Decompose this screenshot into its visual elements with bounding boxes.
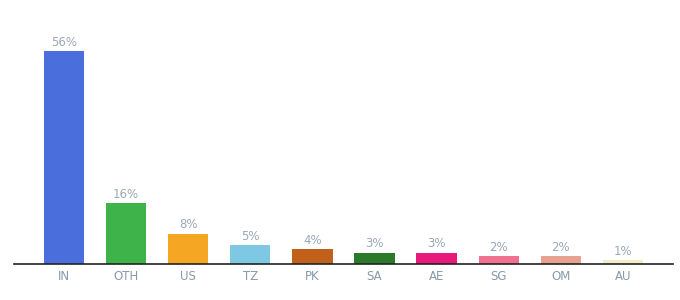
Bar (479, 256, 519, 264)
Bar (105, 203, 146, 264)
Text: 3%: 3% (365, 237, 384, 250)
Text: 4%: 4% (303, 233, 322, 247)
Text: 2%: 2% (490, 241, 508, 254)
Bar (541, 256, 581, 264)
Bar (603, 260, 643, 264)
Bar (230, 245, 271, 264)
Bar (354, 253, 394, 264)
Text: 3%: 3% (427, 237, 446, 250)
Bar (168, 234, 208, 264)
Text: 16%: 16% (113, 188, 139, 201)
Bar (44, 51, 84, 264)
Text: 56%: 56% (51, 36, 77, 49)
Bar (292, 249, 333, 264)
Text: 5%: 5% (241, 230, 260, 243)
Bar (416, 253, 457, 264)
Text: 2%: 2% (551, 241, 571, 254)
Text: 1%: 1% (614, 245, 632, 258)
Text: 8%: 8% (179, 218, 197, 231)
